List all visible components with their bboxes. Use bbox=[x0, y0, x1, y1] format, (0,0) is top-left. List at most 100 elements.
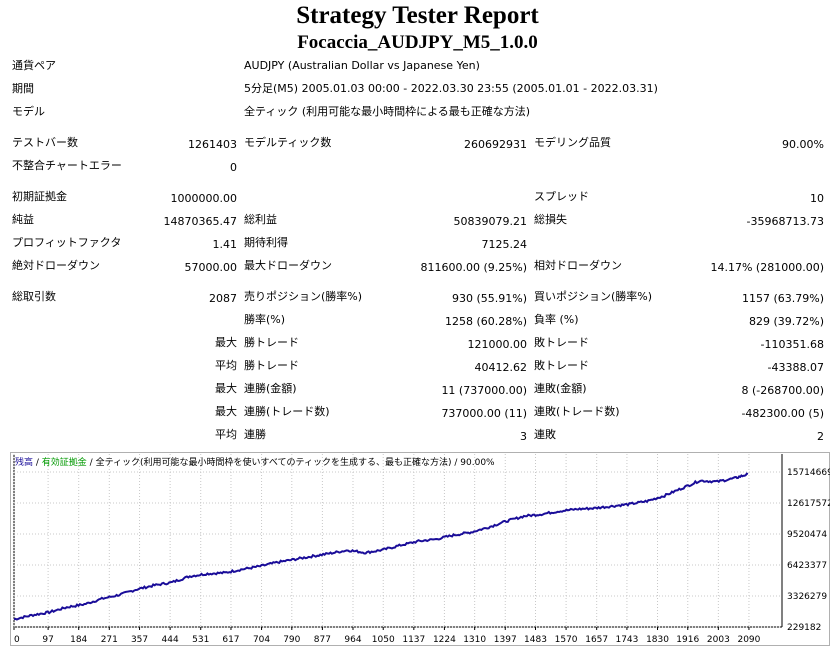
avg-consec-loss-label: 連敗 bbox=[534, 428, 556, 441]
rel-dd-value: 14.17% (281000.00) bbox=[710, 261, 824, 274]
legend-quality: 90.00% bbox=[460, 458, 495, 468]
legend-sep-3: / bbox=[452, 458, 461, 468]
largest-win-value: 121000.00 bbox=[467, 338, 528, 351]
max-prefix: 最大 bbox=[215, 336, 237, 349]
balance-line bbox=[13, 472, 749, 621]
legend-margin: 有効証拠金 bbox=[42, 456, 87, 468]
x-tick-label: 0 bbox=[14, 635, 20, 645]
consec-win-money-value: 11 (737000.00) bbox=[441, 384, 527, 397]
avg-consec-win-value: 3 bbox=[520, 430, 527, 443]
bars-value: 1261403 bbox=[188, 138, 237, 151]
largest-loss-label: 敗トレード bbox=[534, 336, 589, 349]
avg-win-value: 40412.62 bbox=[474, 361, 528, 374]
legend-sep-2: / bbox=[87, 458, 96, 468]
largest-loss-value: -110351.68 bbox=[760, 338, 824, 351]
pf-label: プロフィットファクタ bbox=[12, 236, 122, 249]
x-tick-label: 184 bbox=[70, 635, 87, 645]
expected-label: 期待利得 bbox=[244, 236, 288, 249]
y-tick-label: 3326279 bbox=[787, 592, 827, 602]
quality-value: 90.00% bbox=[782, 138, 824, 151]
x-tick-label: 1310 bbox=[463, 635, 486, 645]
spread-value: 10 bbox=[810, 192, 824, 205]
avg-consec-loss-value: 2 bbox=[817, 430, 824, 443]
legend-model: 全ティック(利用可能な最小時間枠を使いすべてのティックを生成する、最も正確な方法… bbox=[96, 456, 452, 468]
x-tick-label: 1137 bbox=[402, 635, 425, 645]
consec-loss-money-label: 連敗(金額) bbox=[534, 382, 587, 395]
y-tick-label: 12617572 bbox=[787, 499, 830, 509]
x-tick-label: 357 bbox=[131, 635, 148, 645]
y-tick-label: 9520474 bbox=[787, 530, 827, 540]
x-tick-label: 877 bbox=[314, 635, 331, 645]
period-value: 5分足(M5) 2005.01.03 00:00 - 2022.03.30 23… bbox=[244, 82, 658, 95]
x-tick-label: 964 bbox=[344, 635, 361, 645]
consec-loss-money-value: 8 (-268700.00) bbox=[741, 384, 824, 397]
short-value: 930 (55.91%) bbox=[451, 292, 527, 305]
max-dd-label: 最大ドローダウン bbox=[244, 259, 332, 272]
max-dd-value: 811600.00 (9.25%) bbox=[420, 261, 527, 274]
deposit-value: 1000000.00 bbox=[170, 192, 237, 205]
consec-win-count-label: 連勝(トレード数) bbox=[244, 405, 330, 418]
lossrate-value: 829 (39.72%) bbox=[748, 315, 824, 328]
avg-win-label: 勝トレード bbox=[244, 359, 299, 372]
pf-value: 1.41 bbox=[212, 238, 238, 251]
gross-profit-label: 総利益 bbox=[244, 213, 277, 226]
x-tick-label: 704 bbox=[253, 635, 270, 645]
symbol-value: AUDJPY (Australian Dollar vs Japanese Ye… bbox=[244, 59, 480, 72]
consec-win-money-label: 連勝(金額) bbox=[244, 382, 297, 395]
gross-loss-label: 総損失 bbox=[534, 213, 567, 226]
model-value: 全ティック (利用可能な最小時間枠による最も正確な方法) bbox=[244, 105, 531, 118]
gross-loss-value: -35968713.73 bbox=[746, 215, 824, 228]
y-tick-label: 15714669 bbox=[787, 468, 830, 478]
x-tick-label: 1050 bbox=[372, 635, 395, 645]
report-subtitle: Focaccia_AUDJPY_M5_1.0.0 bbox=[297, 32, 538, 53]
long-label: 買いポジション(勝率%) bbox=[534, 290, 653, 303]
model-label: モデル bbox=[12, 105, 45, 118]
x-tick-label: 1743 bbox=[615, 635, 638, 645]
x-tick-label: 1397 bbox=[494, 635, 517, 645]
x-tick-label: 2003 bbox=[707, 635, 730, 645]
legend-balance: 残高 bbox=[15, 456, 33, 468]
quality-label: モデリング品質 bbox=[534, 136, 611, 149]
abs-dd-value: 57000.00 bbox=[184, 261, 238, 274]
expected-value: 7125.24 bbox=[481, 238, 528, 251]
max-prefix-3: 最大 bbox=[215, 405, 237, 418]
avg-loss-value: -43388.07 bbox=[767, 361, 824, 374]
winrate-value: 1258 (60.28%) bbox=[444, 315, 527, 328]
ticks-label: モデルティック数 bbox=[244, 136, 332, 149]
avg-prefix-2: 平均 bbox=[215, 428, 237, 441]
net-value: 14870365.47 bbox=[163, 215, 237, 228]
x-tick-label: 271 bbox=[101, 635, 118, 645]
consec-loss-count-label: 連敗(トレード数) bbox=[534, 405, 620, 418]
x-tick-label: 1224 bbox=[433, 635, 456, 645]
x-tick-label: 2090 bbox=[737, 635, 760, 645]
x-tick-label: 1657 bbox=[585, 635, 608, 645]
gross-profit-value: 50839079.21 bbox=[453, 215, 527, 228]
consec-win-count-value: 737000.00 (11) bbox=[441, 407, 527, 420]
abs-dd-label: 絶対ドローダウン bbox=[12, 259, 100, 272]
bars-label: テストバー数 bbox=[12, 136, 78, 149]
chart-grid bbox=[13, 454, 782, 628]
mismatch-label: 不整合チャートエラー bbox=[12, 159, 122, 172]
x-tick-label: 790 bbox=[283, 635, 300, 645]
report-title: Strategy Tester Report bbox=[296, 2, 539, 29]
total-trades-label: 総取引数 bbox=[12, 290, 56, 303]
legend-sep-1: / bbox=[33, 458, 42, 468]
avg-loss-label: 敗トレード bbox=[534, 359, 589, 372]
symbol-label: 通貨ペア bbox=[12, 59, 56, 72]
net-label: 純益 bbox=[12, 213, 34, 226]
short-label: 売りポジション(勝率%) bbox=[244, 290, 363, 303]
y-tick-label: 229182 bbox=[787, 623, 821, 633]
period-label: 期間 bbox=[12, 82, 34, 95]
long-value: 1157 (63.79%) bbox=[741, 292, 824, 305]
x-tick-label: 1830 bbox=[646, 635, 669, 645]
rel-dd-label: 相対ドローダウン bbox=[534, 259, 622, 272]
deposit-label: 初期証拠金 bbox=[12, 190, 67, 203]
total-trades-value: 2087 bbox=[209, 292, 237, 305]
mismatch-value: 0 bbox=[230, 161, 237, 174]
x-tick-label: 1916 bbox=[676, 635, 699, 645]
spread-label: スプレッド bbox=[534, 190, 589, 203]
winrate-label: 勝率(%) bbox=[244, 313, 286, 326]
x-tick-label: 1483 bbox=[524, 635, 547, 645]
y-tick-label: 6423377 bbox=[787, 561, 827, 571]
chart-legend: 残高 / 有効証拠金 / 全ティック(利用可能な最小時間枠を使いすべてのティック… bbox=[15, 456, 495, 468]
